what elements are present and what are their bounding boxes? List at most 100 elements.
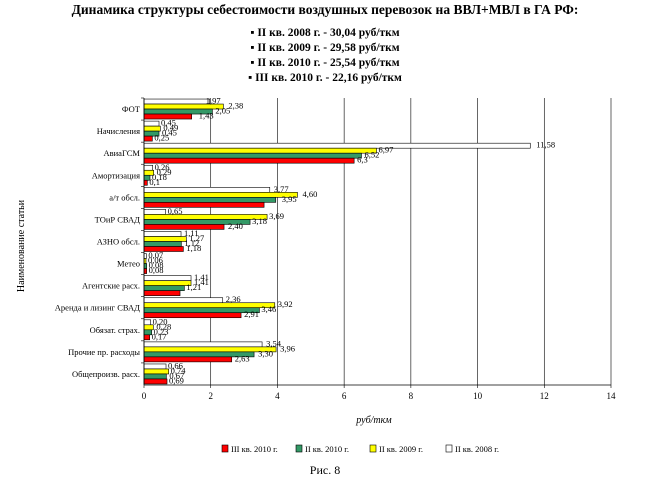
category-label-8: Агентские расх. <box>82 281 140 291</box>
bar-9-2 <box>143 307 260 314</box>
category-label-1: Начисления <box>97 126 140 136</box>
category-label-0: ФОТ <box>122 104 141 114</box>
x-tick-label-6: 12 <box>540 391 549 401</box>
subtitle-2010-q2: ▪ II кв. 2010 г. - 25,54 руб/ткм <box>250 57 400 69</box>
value-label-0-0: 1,97 <box>206 96 221 106</box>
value-label-8-1: 1,41 <box>194 277 209 287</box>
x-tick-label-3: 6 <box>342 391 347 401</box>
bar-10-2 <box>143 329 152 336</box>
value-label-1-2: 0,45 <box>162 128 177 138</box>
bar-5-0 <box>143 209 166 215</box>
bar-7-2 <box>143 263 147 269</box>
x-axis-label: руб/ткм <box>355 415 392 426</box>
value-label-7-1: 0,06 <box>148 255 163 265</box>
bar-6-2 <box>143 241 182 247</box>
bar-1-0 <box>143 120 160 127</box>
bar-10-3 <box>143 334 150 341</box>
value-label-6-3: 1,18 <box>186 243 201 253</box>
bar-0-0 <box>143 98 211 105</box>
bar-3-0 <box>143 164 153 171</box>
value-label-5-1: 3,69 <box>269 211 284 221</box>
value-label-4-1: 4,60 <box>302 189 317 199</box>
bar-7-3 <box>143 268 147 274</box>
chart-subtitles: ▪ II кв. 2008 г. - 30,04 руб/ткм ▪ II кв… <box>0 26 650 86</box>
category-label-5: ТОиР СВАД <box>95 214 141 224</box>
value-label-3-1: 0,29 <box>157 167 172 177</box>
value-label-10-1: 0,28 <box>156 321 171 331</box>
category-label-6: АЗНО обсл. <box>97 237 140 247</box>
legend-label-2: II кв. 2009 г. <box>379 444 423 454</box>
value-label-8-0: 1,41 <box>194 272 209 282</box>
category-label-3: Амортизация <box>92 170 140 180</box>
bar-4-0 <box>143 187 271 193</box>
value-label-9-2: 3,46 <box>261 304 276 314</box>
value-label-9-1: 3,92 <box>278 299 293 309</box>
value-label-6-0: 1,11 <box>184 228 199 238</box>
bar-9-0 <box>143 297 224 304</box>
value-label-0-2: 2,05 <box>215 106 230 116</box>
chart-title: Динамика структуры себестоимости воздушн… <box>71 2 579 17</box>
bar-11-1 <box>143 346 277 353</box>
value-label-9-3: 2,91 <box>244 309 259 319</box>
bar-8-1 <box>143 280 192 286</box>
bar-5-1 <box>143 214 268 220</box>
subtitle-2010-q3: ▪ III кв. 2010 г. - 22,16 руб/ткм <box>248 72 402 84</box>
legend: III кв. 2010 г. II кв. 2010 г. II кв. 2009… <box>221 444 499 454</box>
bar-12-0 <box>143 363 167 370</box>
value-label-10-0: 0,20 <box>153 316 168 326</box>
bar-4-2 <box>143 197 277 203</box>
value-label-5-3: 2,40 <box>228 221 243 231</box>
value-label-2-1: 6,97 <box>378 145 393 155</box>
legend-swatch-3 <box>445 444 453 453</box>
bar-6-1 <box>143 236 187 242</box>
legend-label-1: II кв. 2010 г. <box>305 444 349 454</box>
value-label-12-3: 0,69 <box>169 375 184 385</box>
bar-8-3 <box>143 290 181 296</box>
value-label-5-0: 0,65 <box>168 206 183 216</box>
bar-1-1 <box>143 125 161 132</box>
value-label-5-2: 3,18 <box>252 216 267 226</box>
bar-8-0 <box>143 275 192 281</box>
category-label-2: АвиаГСМ <box>103 148 140 158</box>
category-label-10: Обязат. страх. <box>90 325 140 335</box>
value-label-3-3: 0,1 <box>149 177 160 187</box>
value-label-7-0: 0,07 <box>148 250 163 260</box>
value-label-6-2: 1,12 <box>184 238 199 248</box>
legend-label-3: II кв. 2008 г. <box>455 444 499 454</box>
value-label-0-3: 1,43 <box>199 111 214 121</box>
value-label-9-0: 2,36 <box>226 294 241 304</box>
value-label-10-3: 0,17 <box>152 331 167 341</box>
value-label-4-0: 3,77 <box>274 184 289 194</box>
value-label-11-2: 3,30 <box>258 348 273 358</box>
bar-6-0 <box>143 231 182 237</box>
bar-9-1 <box>143 302 276 309</box>
bar-1-3 <box>143 135 153 142</box>
value-label-2-0: 11,58 <box>536 140 555 150</box>
figure-caption: Рис. 8 <box>309 463 341 477</box>
y-axis-label: Наименование статьи <box>16 199 27 292</box>
value-label-7-3: 0,08 <box>149 265 164 275</box>
value-label-8-2: 1,21 <box>186 282 201 292</box>
category-label-9: Аренда и лизинг СВАД <box>55 303 140 313</box>
bar-2-2 <box>143 152 362 159</box>
value-label-12-0: 0,66 <box>168 360 183 370</box>
subtitle-2009: ▪ II кв. 2009 г. - 29,58 руб/ткм <box>250 42 400 54</box>
value-label-12-2: 0,67 <box>169 370 184 380</box>
category-label-11: Прочие пр. расходы <box>68 347 140 357</box>
axes <box>141 97 612 388</box>
x-tick-label-4: 8 <box>409 391 414 401</box>
category-label-12: Общепроизв. расх. <box>72 369 140 379</box>
bar-11-0 <box>143 341 263 348</box>
value-label-4-2: 3,95 <box>282 194 297 204</box>
value-label-3-0: 0,26 <box>155 162 170 172</box>
category-labels: ФОТ Начисления АвиаГСМ Амортизация а/т обсл.… <box>55 104 141 379</box>
bar-11-3 <box>143 356 233 363</box>
value-label-10-2: 0,23 <box>154 326 169 336</box>
bar-10-0 <box>143 319 151 326</box>
x-tick-label-0: 0 <box>142 391 147 401</box>
subtitle-2008: ▪ II кв. 2008 г. - 30,04 руб/ткм <box>250 27 400 39</box>
bar-2-0 <box>143 142 531 149</box>
x-tick-label-1: 2 <box>208 391 213 401</box>
value-label-2-3: 6,3 <box>357 155 368 165</box>
